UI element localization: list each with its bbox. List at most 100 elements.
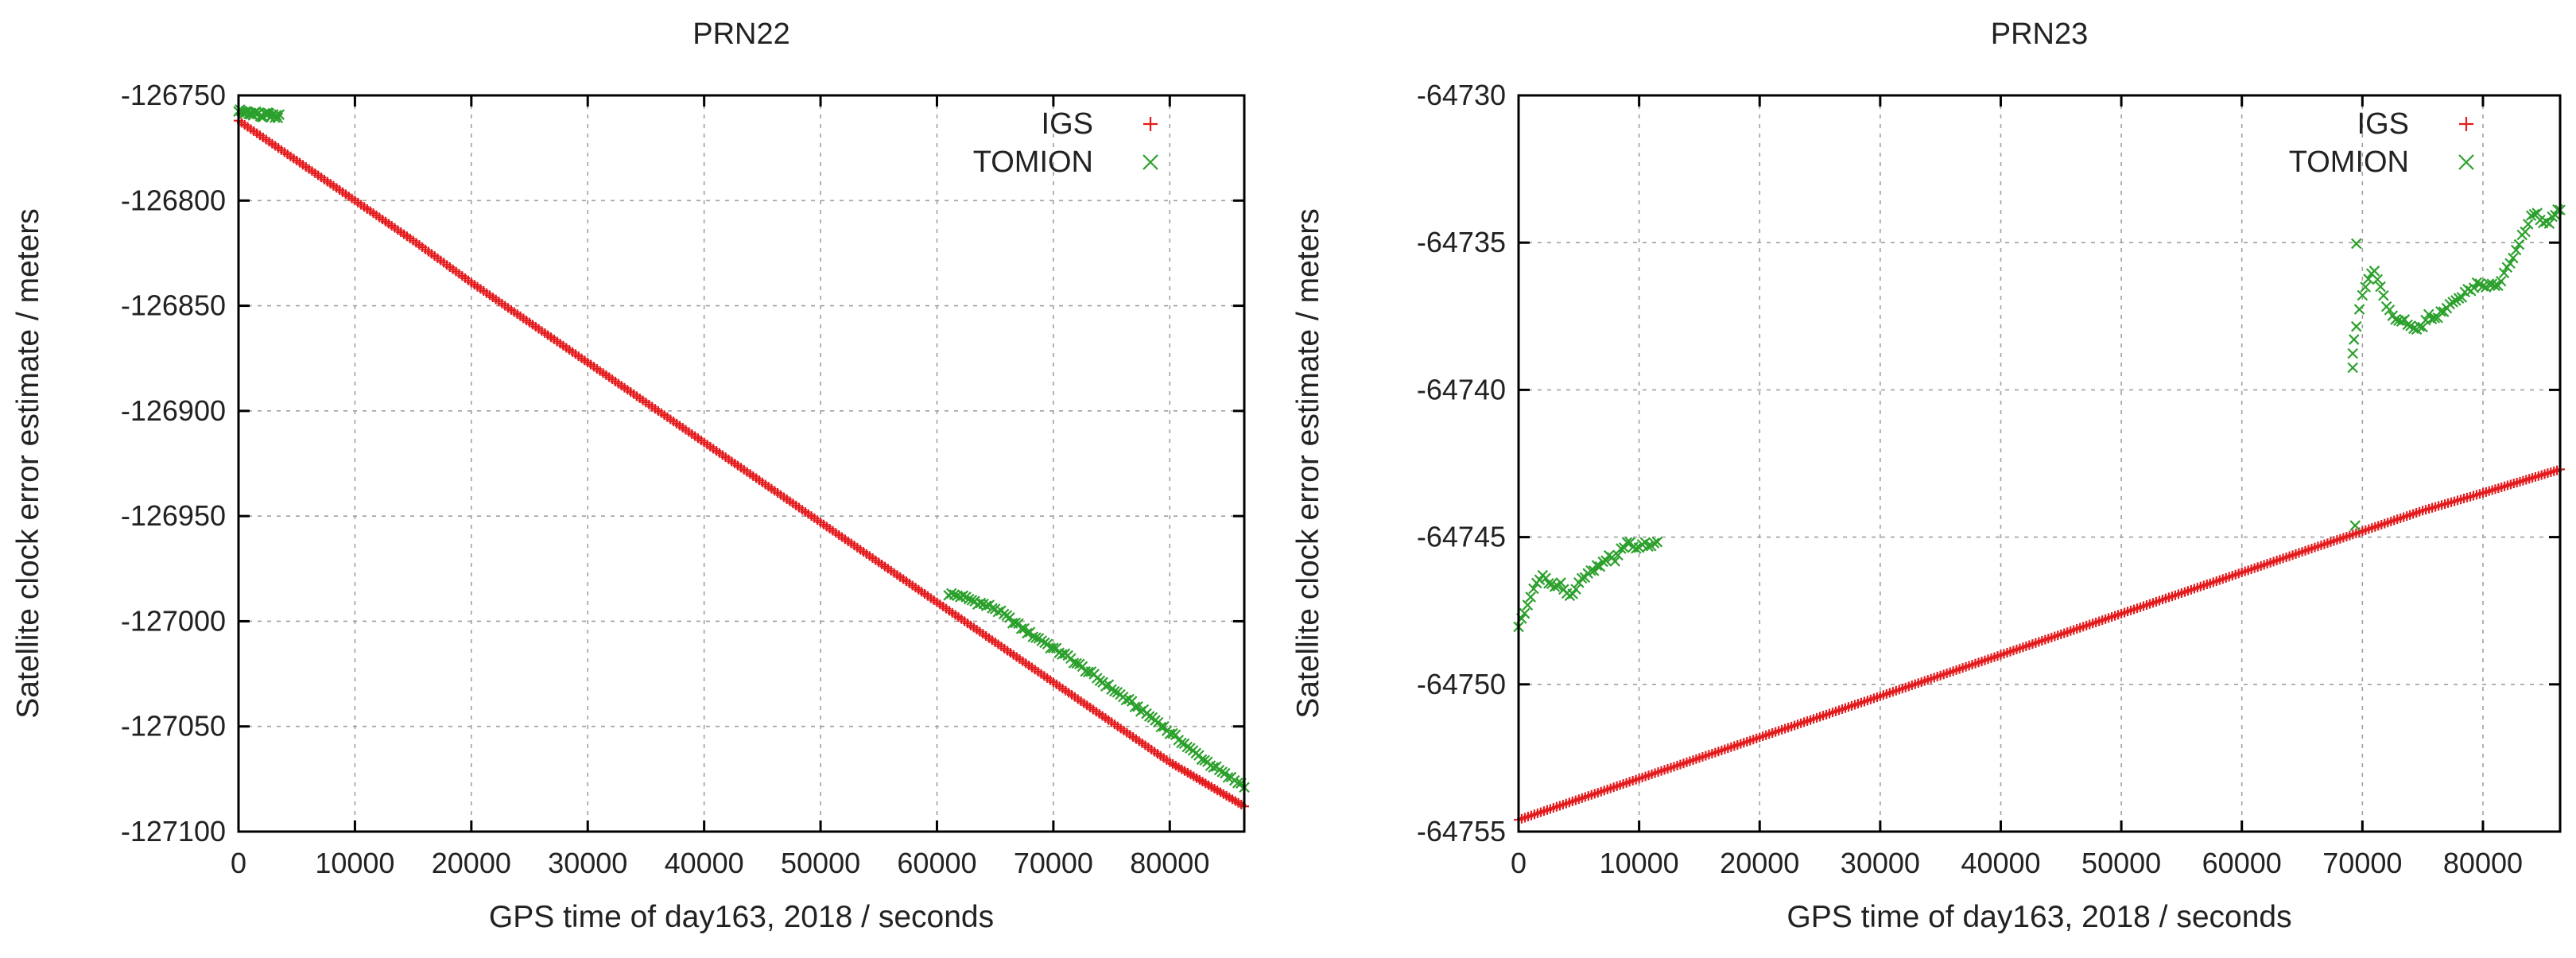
point-tomion xyxy=(2498,267,2510,279)
point-tomion xyxy=(2353,304,2365,315)
point-tomion xyxy=(1621,537,1633,549)
point-tomion xyxy=(1232,778,1243,789)
point-tomion xyxy=(1591,560,1603,571)
point-tomion xyxy=(1567,588,1579,599)
chart0-ytick-label: -126950 xyxy=(121,499,226,532)
chart1-plot-area xyxy=(1513,204,2566,825)
point-tomion xyxy=(270,110,282,121)
chart0-ytick-label: -127050 xyxy=(121,710,226,743)
point-tomion xyxy=(987,603,998,614)
point-tomion xyxy=(2508,252,2519,264)
chart1-xtick-label: 50000 xyxy=(2081,847,2161,879)
chart0-ylabel: Satellite clock error estimate / meters xyxy=(11,208,45,719)
point-tomion xyxy=(1030,632,1042,643)
point-tomion xyxy=(957,590,969,601)
chart0-ytick-label: -126750 xyxy=(121,79,226,111)
point-tomion xyxy=(2510,244,2522,256)
chart1-ytick-label: -64730 xyxy=(1417,79,1506,111)
point-tomion xyxy=(1612,549,1624,561)
point-tomion xyxy=(2520,226,2531,238)
point-tomion xyxy=(2360,281,2371,293)
point-tomion xyxy=(2350,238,2362,250)
legend-marker-tomion xyxy=(2458,154,2474,170)
point-tomion xyxy=(2363,273,2374,285)
point-tomion xyxy=(1651,536,1663,548)
point-tomion xyxy=(2531,208,2543,219)
chart0-xtick-label: 40000 xyxy=(665,847,744,879)
point-tomion xyxy=(2372,273,2384,285)
point-tomion xyxy=(2408,323,2419,335)
chart0-xtick-label: 30000 xyxy=(548,847,627,879)
point-tomion xyxy=(2495,275,2507,287)
point-tomion xyxy=(1132,701,1143,712)
point-tomion xyxy=(1083,666,1094,678)
point-tomion xyxy=(1609,556,1621,567)
point-tomion xyxy=(2489,280,2500,292)
chart-prn22: -126750 -126800 -126850 -126900 -126950 -1270… xyxy=(11,17,1250,934)
chart0-ytick-label: -126850 xyxy=(121,289,226,322)
point-tomion xyxy=(1519,607,1530,619)
point-tomion xyxy=(272,112,284,124)
point-tomion xyxy=(1015,623,1027,634)
chart0-xtick-label: 70000 xyxy=(1014,847,1093,879)
chart0-ytick-label: -126900 xyxy=(121,394,226,427)
point-tomion xyxy=(1631,543,1642,554)
chart0-legend: IGS TOMION xyxy=(973,107,1158,179)
point-tomion xyxy=(949,589,960,600)
point-tomion xyxy=(1071,657,1082,669)
point-tomion xyxy=(1222,772,1234,783)
point-tomion xyxy=(2525,210,2537,221)
point-tomion xyxy=(1555,577,1566,588)
point-tomion xyxy=(1196,754,1208,766)
chart1-xtick-label: 60000 xyxy=(2202,847,2282,879)
chart1-xtick-label: 10000 xyxy=(1600,847,1679,879)
point-tomion xyxy=(992,606,1004,618)
point-tomion xyxy=(2504,258,2516,270)
point-tomion xyxy=(274,109,285,120)
chart0-ytick-label: -126800 xyxy=(121,184,226,216)
point-tomion xyxy=(1588,565,1600,576)
point-tomion xyxy=(1549,581,1561,592)
chart0-frame xyxy=(237,94,1246,833)
point-tomion xyxy=(980,600,992,611)
chart0-xlabel: GPS time of day163, 2018 / seconds xyxy=(489,900,994,934)
point-tomion xyxy=(1108,685,1120,697)
chart0-xtick-label: 80000 xyxy=(1130,847,1209,879)
point-tomion xyxy=(2435,306,2446,317)
chart1-legend: IGS TOMION xyxy=(2289,107,2474,179)
legend-label-tomion: TOMION xyxy=(973,145,1093,179)
point-tomion xyxy=(2347,362,2358,374)
chart1-xtick-label: 70000 xyxy=(2322,847,2402,879)
legend-label-igs: IGS xyxy=(2357,107,2409,141)
legend-marker-tomion xyxy=(1143,154,1158,170)
point-tomion xyxy=(1143,711,1155,722)
chart0-plot-area xyxy=(233,104,1250,812)
point-tomion xyxy=(966,595,978,606)
point-tomion xyxy=(2349,520,2361,531)
chart0-xtick-label: 20000 xyxy=(432,847,511,879)
chart1-frame xyxy=(1517,94,2562,833)
point-tomion xyxy=(2483,278,2495,289)
point-tomion xyxy=(2477,281,2489,292)
chart0-xtick-label: 50000 xyxy=(781,847,860,879)
chart1-ytick-label: -64745 xyxy=(1417,521,1506,553)
point-tomion xyxy=(1543,578,1554,589)
point-tomion xyxy=(2402,319,2413,331)
point-tomion xyxy=(2447,297,2458,308)
point-tomion xyxy=(2357,289,2368,301)
point-tomion xyxy=(2417,321,2428,333)
chart1-xtick-label: 40000 xyxy=(1961,847,2040,879)
legend-marker-igs xyxy=(2459,117,2473,131)
point-tomion xyxy=(1570,584,1581,595)
chart0-ytick-label: -127100 xyxy=(121,815,226,847)
point-tomion xyxy=(2347,347,2358,359)
point-tomion xyxy=(2350,320,2362,332)
point-tomion xyxy=(1181,741,1193,753)
chart1-xtick-label: 20000 xyxy=(1720,847,1799,879)
chart1-ytick-label: -64755 xyxy=(1417,815,1506,847)
point-tomion xyxy=(2513,239,2525,250)
chart1-ytick-label: -64735 xyxy=(1417,226,1506,258)
point-tomion xyxy=(1170,729,1181,741)
legend-label-igs: IGS xyxy=(1042,107,1093,141)
